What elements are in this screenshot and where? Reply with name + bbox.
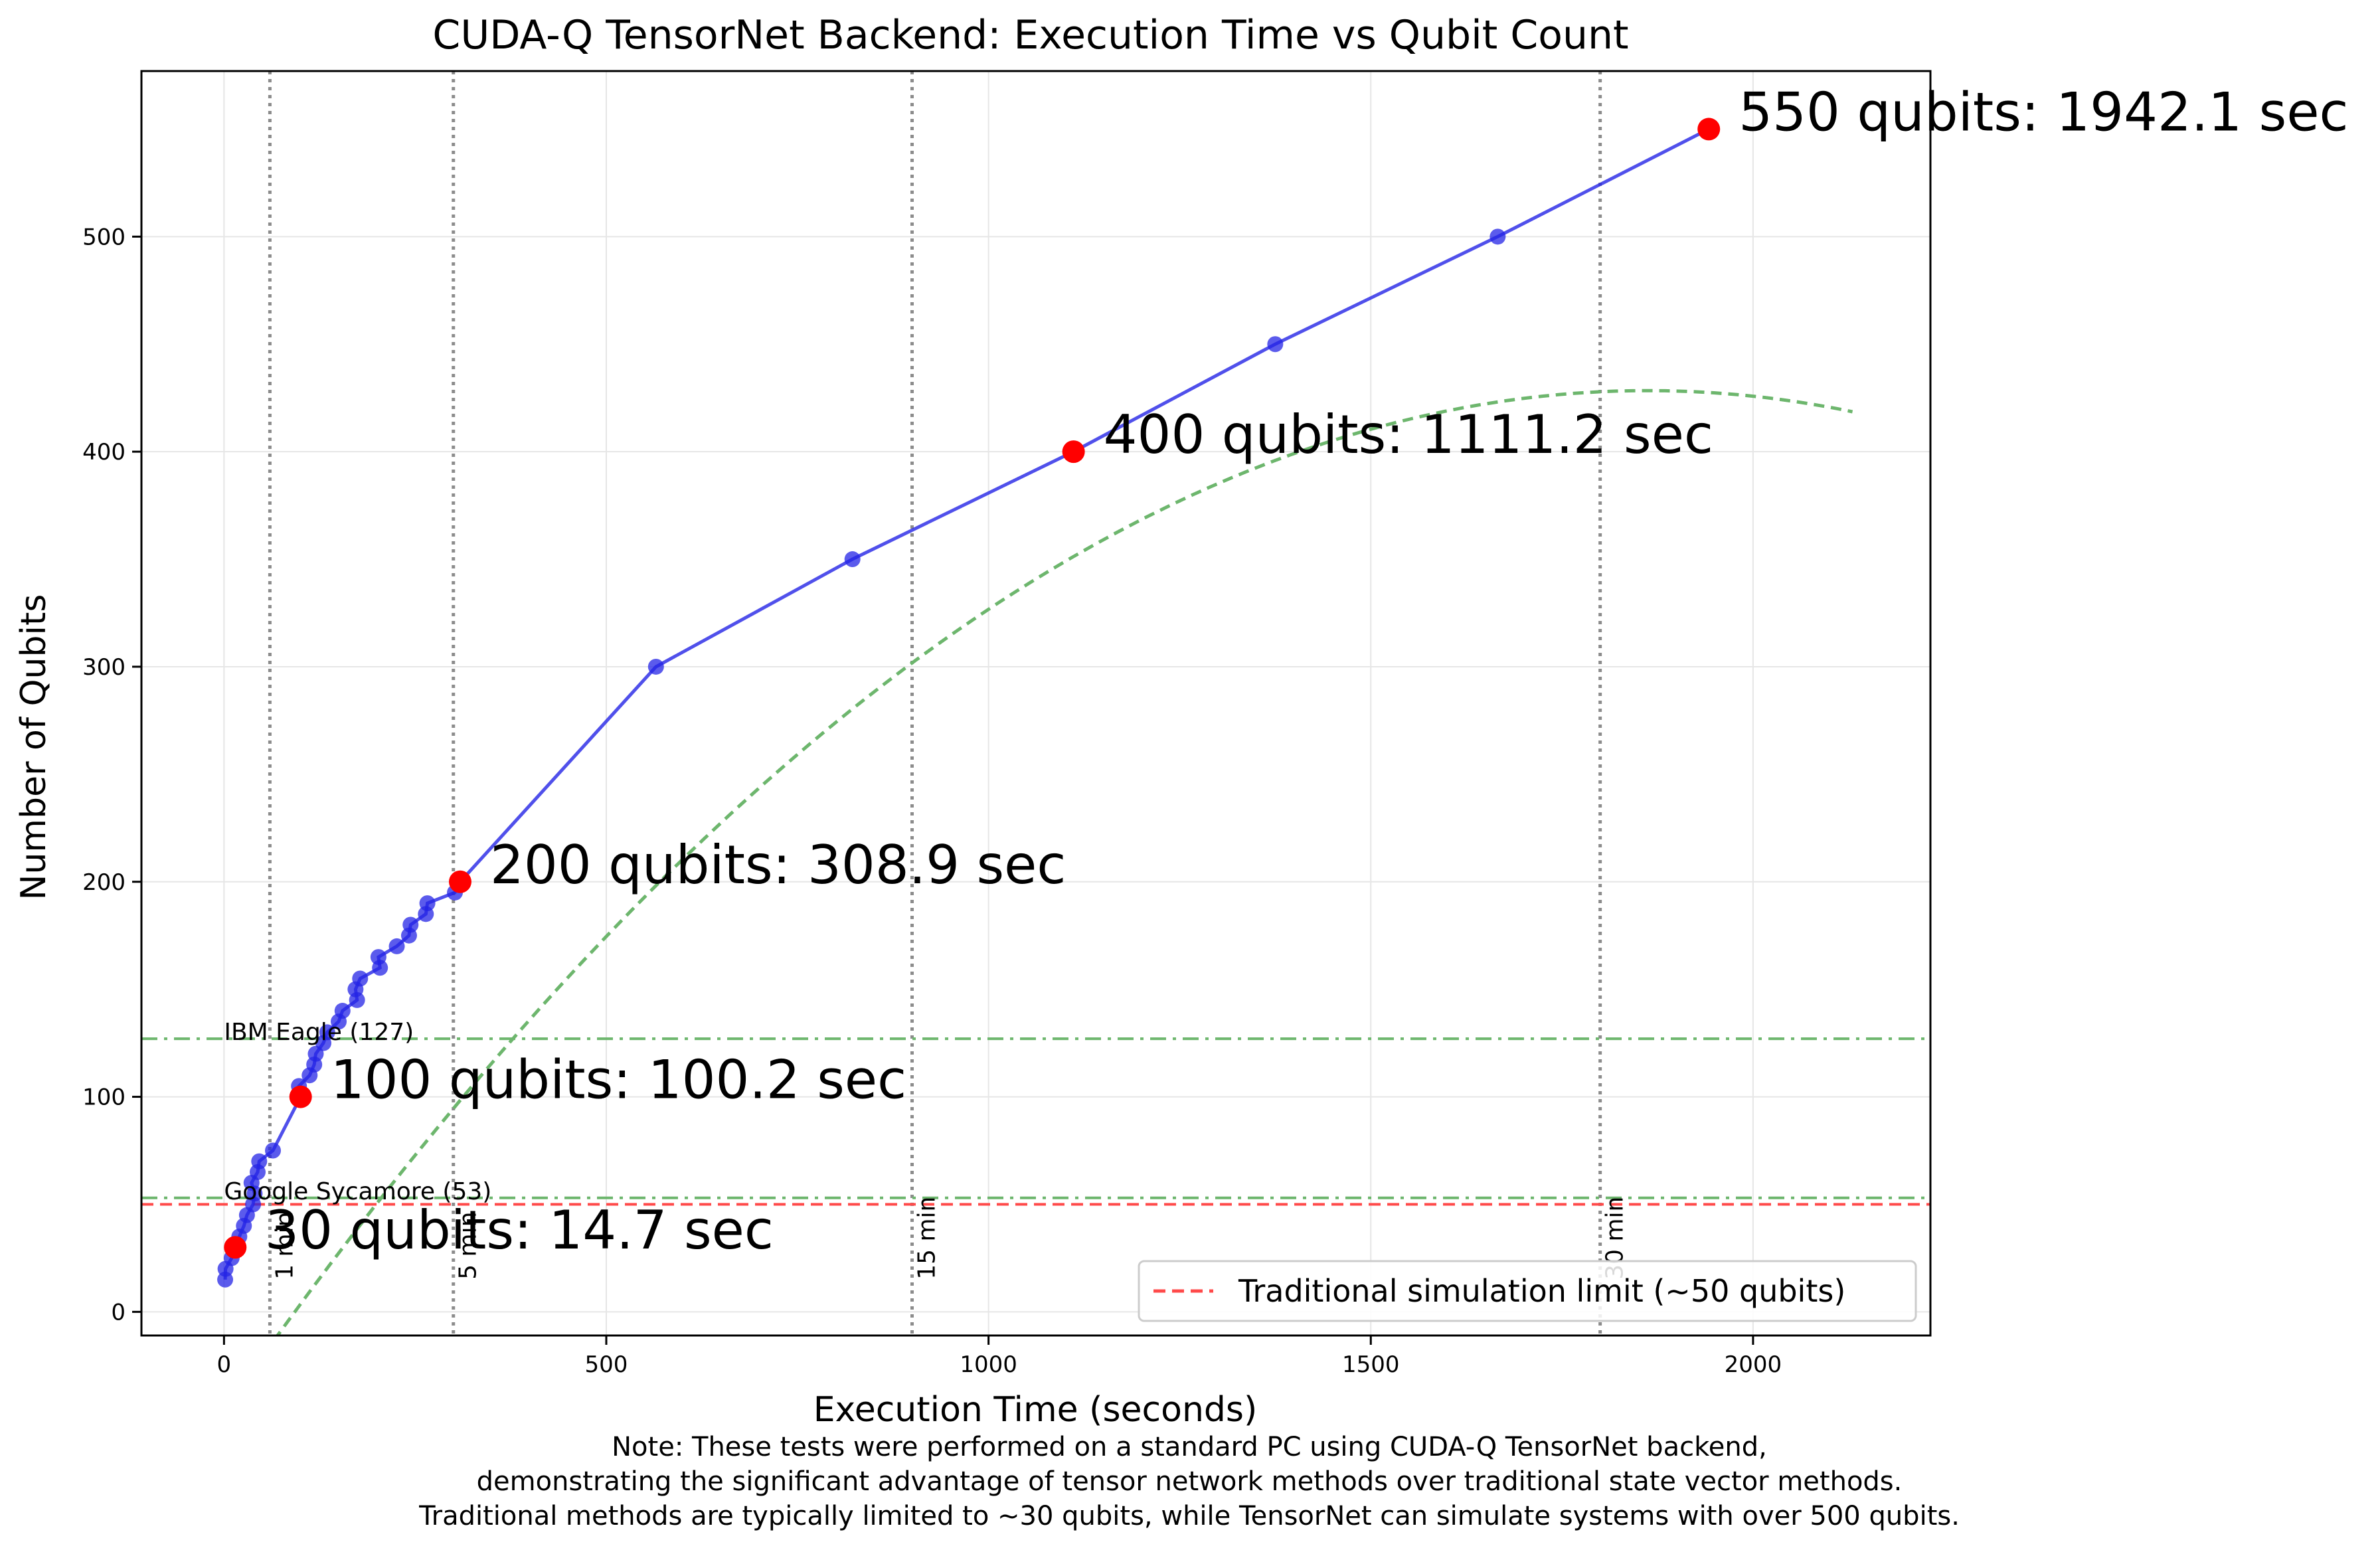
data-point <box>352 970 369 987</box>
y-tick-label: 400 <box>82 439 126 466</box>
x-tick-label: 1500 <box>1342 1351 1400 1378</box>
highlight-point <box>1062 440 1085 464</box>
point-annotation: 400 qubits: 1111.2 sec <box>1104 404 1713 466</box>
legend-label: Traditional simulation limit (~50 qubits… <box>1238 1273 1845 1309</box>
time-marker-label: 5 min <box>455 1212 482 1280</box>
note-line-2: demonstrating the significant advantage … <box>477 1466 1903 1497</box>
data-point <box>319 1024 335 1041</box>
data-point <box>265 1142 282 1159</box>
reference-line-label: Google Sycamore (53) <box>224 1178 491 1205</box>
time-marker-label: 1 min <box>271 1212 298 1280</box>
data-point <box>402 916 419 933</box>
data-point <box>334 1003 351 1019</box>
y-tick-label: 500 <box>82 224 126 250</box>
grid-lines <box>141 71 1930 1336</box>
highlight-point <box>224 1236 247 1259</box>
fit-curve <box>275 388 1853 1336</box>
y-tick-label: 300 <box>82 654 126 681</box>
highlight-point <box>448 870 471 893</box>
legend-box <box>1138 1260 1917 1322</box>
data-point <box>419 895 436 912</box>
x-tick-label: 0 <box>217 1351 232 1378</box>
point-annotation: 200 qubits: 308.9 sec <box>490 834 1066 896</box>
y-tick-label: 100 <box>82 1084 126 1111</box>
data-point <box>1267 336 1284 353</box>
y-tick-label: 0 <box>111 1299 126 1326</box>
data-point <box>647 658 664 675</box>
data-point <box>251 1153 268 1169</box>
y-tick-label: 200 <box>82 869 126 896</box>
data-point <box>370 949 386 966</box>
time-marker-label: 15 min <box>913 1197 940 1280</box>
highlight-point <box>289 1085 312 1108</box>
y-axis-label: Number of Qubits <box>14 594 54 901</box>
data-point <box>1489 228 1506 245</box>
x-tick-label: 1000 <box>960 1351 1017 1378</box>
data-point <box>388 938 405 954</box>
point-annotation: 100 qubits: 100.2 sec <box>331 1049 906 1111</box>
x-tick-label: 500 <box>585 1351 628 1378</box>
x-tick-label: 2000 <box>1725 1351 1782 1378</box>
point-annotation: 30 qubits: 14.7 sec <box>265 1199 774 1261</box>
reference-line-label: IBM Eagle (127) <box>224 1019 414 1046</box>
axes-frame <box>140 70 1932 1337</box>
highlight-point <box>1697 118 1721 141</box>
x-axis-label: Execution Time (seconds) <box>813 1390 1258 1430</box>
plot-area: IBM Eagle (127) Google Sycamore (53) 1 min… <box>82 70 2349 1378</box>
data-point <box>844 551 861 568</box>
point-annotation: 550 qubits: 1942.1 sec <box>1739 81 2348 143</box>
legend: Traditional simulation limit (~50 qubits… <box>1138 1260 1917 1322</box>
note-line-1: Note: These tests were performed on a st… <box>612 1432 1767 1462</box>
chart-title: CUDA-Q TensorNet Backend: Execution Time… <box>432 12 1628 58</box>
note-line-3: Traditional methods are typically limite… <box>418 1501 1960 1531</box>
